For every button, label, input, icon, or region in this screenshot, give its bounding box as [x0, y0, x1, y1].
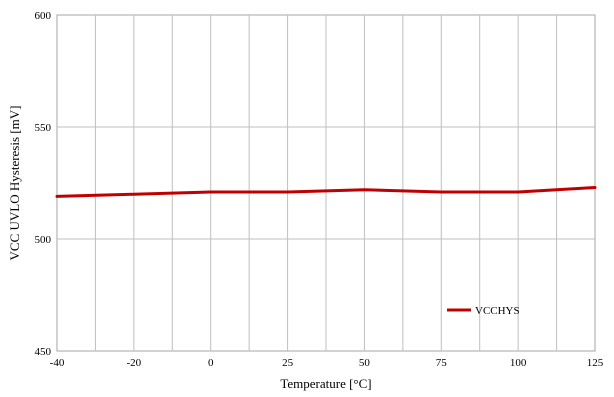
x-tick-label: 100: [510, 357, 527, 369]
x-axis-title: Temperature [°C]: [280, 376, 371, 391]
y-tick-label: 600: [35, 10, 52, 22]
series-layer: [55, 186, 597, 198]
series-line-vcchys: [55, 186, 597, 198]
x-tick-label: 0: [208, 357, 214, 369]
x-tick-label: -20: [127, 357, 142, 369]
y-tick-labels: 450 500 550 600: [35, 10, 52, 358]
x-tick-label: 25: [282, 357, 294, 369]
x-tick-label: 50: [359, 357, 371, 369]
x-tick-label: -40: [50, 357, 65, 369]
y-tick-label: 450: [35, 346, 52, 358]
x-tick-label: 125: [587, 357, 604, 369]
y-tick-label: 500: [35, 234, 52, 246]
legend-label-vcchys: VCCHYS: [475, 305, 520, 317]
vertical-gridlines: [94, 15, 558, 351]
x-tick-labels: -40 -20 0 25 50 75 100 125: [50, 357, 604, 369]
y-tick-label: 550: [35, 122, 52, 134]
horizontal-gridlines: [57, 126, 595, 240]
x-tick-label: 75: [436, 357, 448, 369]
y-axis-title: VCC UVLO Hysteresis [mV]: [7, 106, 22, 261]
legend: VCCHYS: [447, 305, 520, 317]
